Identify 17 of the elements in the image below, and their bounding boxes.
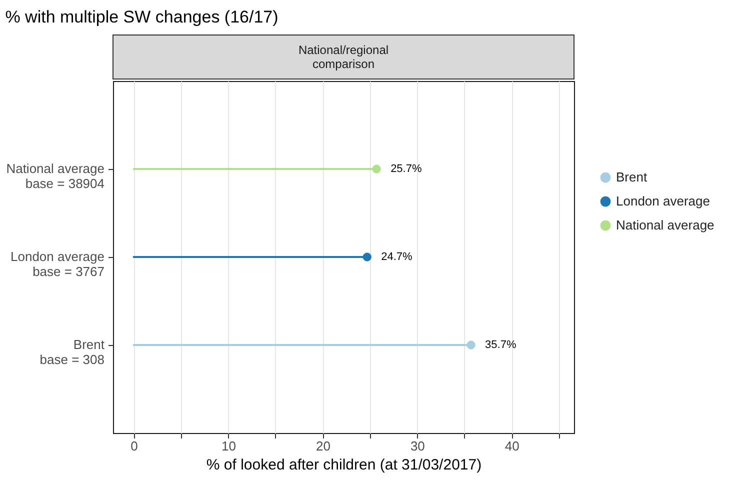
x-axis-title: % of looked after children (at 31/03/2017) [206, 456, 482, 474]
x-tick-label: 0 [130, 438, 138, 454]
chart-title: % with multiple SW changes (16/17) [5, 8, 278, 26]
y-tick-label: Brent base = 308 [40, 337, 105, 367]
data-label: 35.7% [485, 339, 516, 351]
x-tick-label: 30 [410, 438, 425, 454]
chart-subtitle: National/regional comparison [298, 43, 389, 71]
x-tick-label: 40 [504, 438, 520, 454]
legend-label: London average [616, 194, 710, 208]
data-label: 25.7% [390, 163, 422, 175]
data-label: 24.7% [381, 251, 413, 263]
y-tick-label: London average base = 3767 [10, 249, 104, 279]
legend-label: Brent [616, 170, 648, 184]
legend-label: National average [616, 218, 714, 232]
y-tick-label: National average base = 38904 [6, 161, 104, 191]
x-tick-label: 20 [316, 438, 330, 454]
x-tick-label: 10 [222, 438, 236, 454]
